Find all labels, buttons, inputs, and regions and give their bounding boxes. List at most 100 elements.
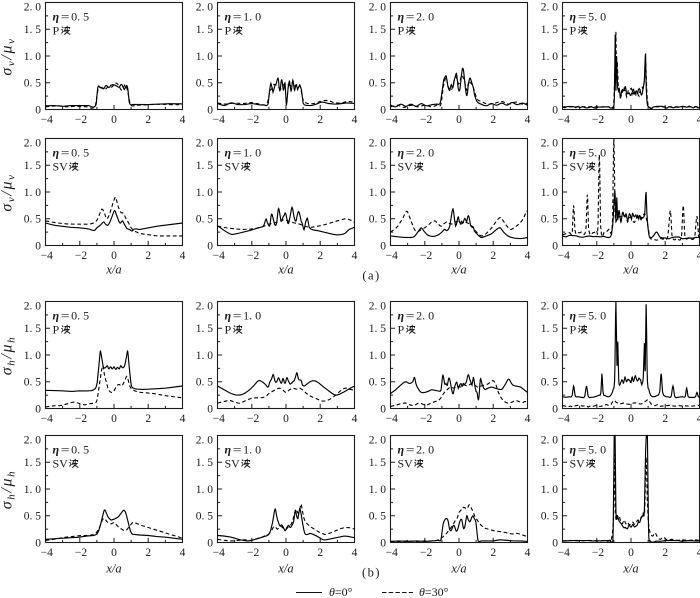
svg-text:0: 0 — [207, 403, 213, 415]
svg-text:0. 5: 0. 5 — [71, 442, 89, 456]
svg-text:=: = — [406, 9, 415, 23]
svg-text:4: 4 — [352, 114, 358, 126]
svg-text:2. 0: 2. 0 — [196, 435, 214, 447]
svg-text:0: 0 — [35, 403, 41, 415]
svg-text:σv/μv: σv/μv — [0, 37, 18, 75]
svg-text:1. 0: 1. 0 — [243, 442, 261, 456]
svg-text:η: η — [225, 9, 232, 23]
svg-text:SV: SV — [225, 160, 241, 174]
svg-text:η: η — [53, 145, 60, 159]
svg-text:1. 0: 1. 0 — [196, 51, 214, 63]
svg-text:0: 0 — [35, 240, 41, 252]
svg-text:1. 0: 1. 0 — [541, 51, 559, 63]
svg-text:2: 2 — [145, 413, 151, 425]
svg-text:0: 0 — [552, 104, 558, 116]
svg-text:0: 0 — [111, 413, 117, 425]
svg-text:0: 0 — [207, 537, 213, 549]
svg-text:(b): (b) — [362, 566, 381, 580]
svg-text:2. 0: 2. 0 — [24, 2, 42, 14]
svg-text:=: = — [406, 308, 415, 322]
svg-text:1. 5: 1. 5 — [24, 323, 42, 335]
svg-text:P: P — [225, 323, 232, 337]
svg-text:0: 0 — [456, 413, 462, 425]
svg-text:P: P — [53, 24, 60, 38]
svg-text:2: 2 — [490, 413, 496, 425]
svg-text:2: 2 — [662, 114, 668, 126]
svg-text:0: 0 — [628, 413, 634, 425]
svg-text:0. 5: 0. 5 — [71, 9, 89, 23]
svg-text:4: 4 — [180, 547, 186, 559]
svg-text:=: = — [578, 442, 587, 456]
svg-text:SV: SV — [398, 160, 414, 174]
svg-text:4: 4 — [697, 413, 700, 425]
svg-text:SV: SV — [53, 457, 69, 471]
svg-text:x/a: x/a — [622, 263, 638, 277]
svg-text:=: = — [61, 145, 70, 159]
svg-text:1. 5: 1. 5 — [196, 323, 214, 335]
svg-text:η: η — [570, 308, 577, 322]
svg-text:−4: −4 — [213, 547, 225, 559]
svg-text:1. 5: 1. 5 — [24, 457, 42, 469]
svg-text:1. 5: 1. 5 — [24, 24, 42, 36]
svg-text:1. 0: 1. 0 — [369, 484, 387, 496]
svg-text:4: 4 — [697, 114, 700, 126]
svg-text:=: = — [233, 145, 242, 159]
svg-text:1. 0: 1. 0 — [369, 350, 387, 362]
svg-text:x/a: x/a — [622, 562, 638, 576]
svg-text:x/a: x/a — [450, 562, 466, 576]
svg-text:2: 2 — [145, 250, 151, 262]
svg-text:=: = — [578, 145, 587, 159]
svg-text:4: 4 — [180, 114, 186, 126]
svg-text:2. 0: 2. 0 — [369, 138, 387, 150]
svg-text:−4: −4 — [386, 413, 398, 425]
svg-text:0: 0 — [628, 547, 634, 559]
svg-text:0: 0 — [283, 250, 289, 262]
svg-text:P: P — [570, 24, 577, 38]
svg-text:=: = — [61, 9, 70, 23]
svg-text:4: 4 — [525, 547, 531, 559]
svg-text:=: = — [233, 442, 242, 456]
svg-text:SV: SV — [570, 457, 586, 471]
svg-text:1. 0: 1. 0 — [541, 350, 559, 362]
svg-text:−4: −4 — [41, 250, 53, 262]
svg-text:(a): (a) — [362, 269, 380, 283]
svg-text:1. 0: 1. 0 — [196, 350, 214, 362]
svg-text:2. 0: 2. 0 — [196, 138, 214, 150]
svg-text:η: η — [225, 145, 232, 159]
svg-text:θ=30°: θ=30° — [419, 585, 449, 598]
svg-text:2. 0: 2. 0 — [416, 442, 434, 456]
svg-text:2. 0: 2. 0 — [541, 2, 559, 14]
svg-text:2: 2 — [662, 413, 668, 425]
svg-text:0. 5: 0. 5 — [196, 78, 214, 90]
svg-text:2: 2 — [317, 547, 323, 559]
svg-text:2. 0: 2. 0 — [369, 301, 387, 313]
svg-text:−4: −4 — [41, 547, 53, 559]
svg-text:−2: −2 — [247, 547, 259, 559]
svg-text:0. 5: 0. 5 — [541, 78, 559, 90]
svg-text:−4: −4 — [386, 114, 398, 126]
svg-text:1. 0: 1. 0 — [541, 187, 559, 199]
svg-text:−2: −2 — [75, 114, 87, 126]
svg-text:0: 0 — [283, 413, 289, 425]
svg-text:η: η — [570, 442, 577, 456]
svg-text:0. 5: 0. 5 — [369, 78, 387, 90]
svg-text:4: 4 — [697, 250, 700, 262]
svg-text:4: 4 — [352, 250, 358, 262]
svg-text:5. 0: 5. 0 — [588, 9, 606, 23]
svg-text:0: 0 — [35, 537, 41, 549]
svg-text:1. 5: 1. 5 — [369, 160, 387, 172]
svg-text:=: = — [406, 442, 415, 456]
svg-text:0. 5: 0. 5 — [24, 377, 42, 389]
svg-text:2. 0: 2. 0 — [24, 138, 42, 150]
svg-text:η: η — [53, 9, 60, 23]
svg-text:4: 4 — [352, 413, 358, 425]
svg-text:0. 5: 0. 5 — [196, 214, 214, 226]
svg-text:0. 5: 0. 5 — [369, 377, 387, 389]
svg-text:η: η — [398, 442, 405, 456]
svg-text:=: = — [61, 308, 70, 322]
svg-text:=: = — [578, 9, 587, 23]
svg-text:0: 0 — [380, 240, 386, 252]
svg-text:2: 2 — [317, 250, 323, 262]
svg-text:P: P — [53, 323, 60, 337]
svg-text:0: 0 — [35, 104, 41, 116]
